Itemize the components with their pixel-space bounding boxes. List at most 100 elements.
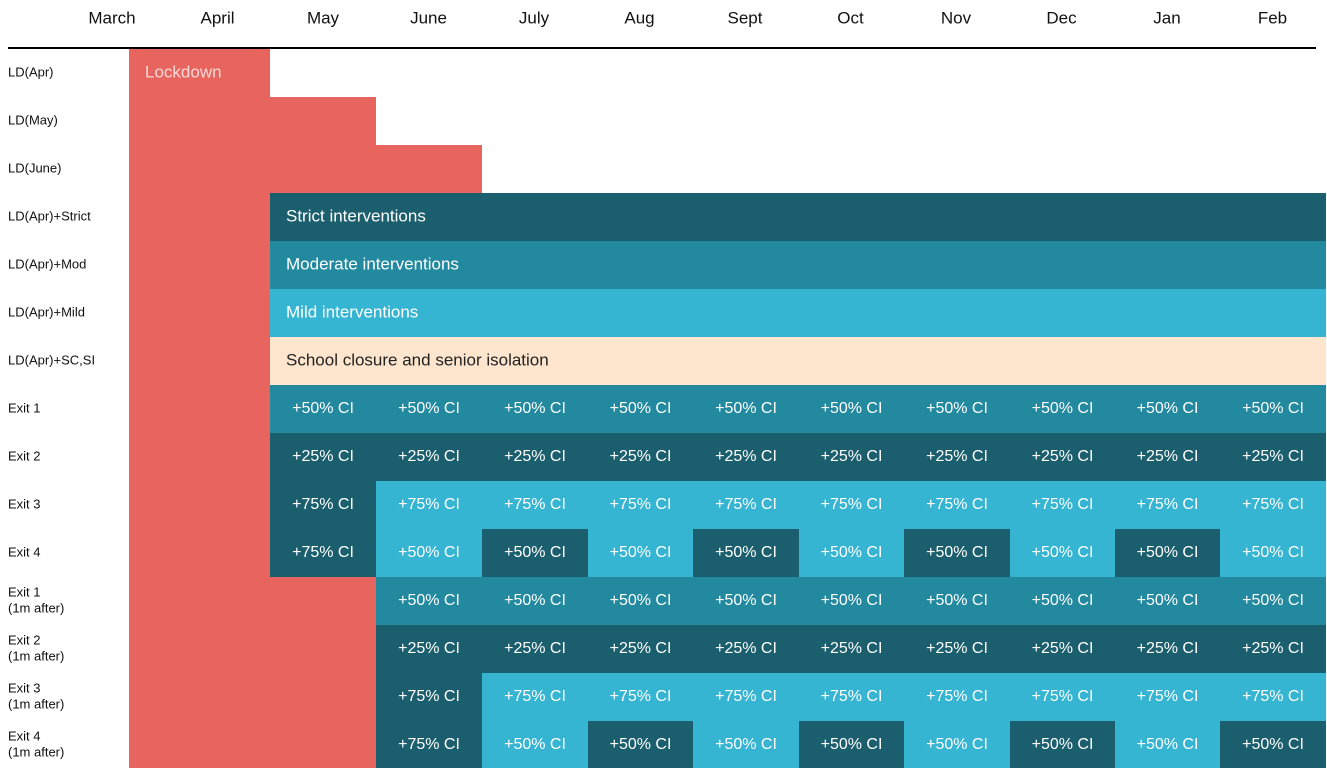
cell-label: +50% CI [610, 736, 672, 753]
cell-label: +25% CI [1242, 448, 1304, 465]
cell-label: +50% CI [926, 592, 988, 609]
cell-label: Mild interventions [286, 302, 418, 321]
cell [270, 385, 376, 433]
cell [693, 385, 799, 433]
cell [904, 529, 1010, 577]
cell [482, 673, 588, 721]
cell [693, 721, 799, 768]
cell [482, 481, 588, 529]
cell-label: +75% CI [504, 496, 566, 513]
cell [129, 673, 376, 722]
cell [799, 529, 904, 577]
cell-label: +75% CI [1242, 496, 1304, 513]
cell [1220, 625, 1326, 673]
cell-label: +75% CI [610, 496, 672, 513]
row-label: LD(Apr)+Strict [8, 208, 91, 223]
row-label: Exit 1 [8, 584, 41, 599]
cell-label: +50% CI [715, 736, 777, 753]
cell-label: +50% CI [1137, 400, 1199, 417]
cell [799, 481, 904, 529]
cell-label: +50% CI [1032, 592, 1094, 609]
cell [129, 241, 270, 290]
cell-label: +25% CI [1032, 640, 1094, 657]
cell [482, 721, 588, 768]
cell-label: +50% CI [821, 400, 883, 417]
cell-label: +25% CI [926, 448, 988, 465]
cell [588, 625, 693, 673]
row-label: Exit 3 [8, 496, 41, 511]
cell [799, 577, 904, 625]
cell-label: +50% CI [1137, 592, 1199, 609]
cell [376, 625, 482, 673]
cell-label: +25% CI [504, 448, 566, 465]
cell [1010, 481, 1115, 529]
cell [904, 721, 1010, 768]
cell [904, 577, 1010, 625]
cell-label: +75% CI [398, 736, 460, 753]
cell [1220, 673, 1326, 721]
cell [482, 529, 588, 577]
cell-label: +25% CI [504, 640, 566, 657]
cell-label: +50% CI [1032, 400, 1094, 417]
cell-label: +75% CI [926, 688, 988, 705]
cell-label: +50% CI [398, 544, 460, 561]
cell-label: +75% CI [292, 544, 354, 561]
cell [1010, 721, 1115, 768]
month-label: Aug [624, 8, 654, 27]
cell-label: +75% CI [1032, 688, 1094, 705]
cell [693, 673, 799, 721]
row-label: LD(Apr)+Mild [8, 304, 85, 319]
cell [376, 481, 482, 529]
cell-label: +75% CI [715, 688, 777, 705]
cell-label: +25% CI [715, 640, 777, 657]
cell-label: +75% CI [1242, 688, 1304, 705]
row-label: Exit 3 [8, 680, 41, 695]
cell [588, 577, 693, 625]
cell [693, 625, 799, 673]
cell [376, 433, 482, 481]
cell [799, 433, 904, 481]
row-sublabel: (1m after) [8, 696, 64, 711]
cell [270, 433, 376, 481]
cell [482, 577, 588, 625]
cell-label: +75% CI [715, 496, 777, 513]
cell [270, 337, 1326, 385]
cell [693, 481, 799, 529]
cell [270, 241, 1326, 289]
cell [693, 529, 799, 577]
cell [904, 385, 1010, 433]
cell [904, 433, 1010, 481]
cell [693, 433, 799, 481]
cell-label: +75% CI [610, 688, 672, 705]
cell-label: +25% CI [821, 640, 883, 657]
cell-label: +50% CI [292, 400, 354, 417]
cell-label: +50% CI [926, 544, 988, 561]
cell [693, 577, 799, 625]
month-label: Oct [837, 8, 864, 27]
cell [129, 481, 270, 530]
cell-label: +25% CI [821, 448, 883, 465]
cell [482, 385, 588, 433]
cell-label: +75% CI [926, 496, 988, 513]
cell-label: +25% CI [292, 448, 354, 465]
cell [1010, 529, 1115, 577]
cell-label: +25% CI [715, 448, 777, 465]
row-label: LD(Apr)+Mod [8, 256, 86, 271]
cell-label: +25% CI [1242, 640, 1304, 657]
cell-label: +50% CI [715, 544, 777, 561]
cell-label: +75% CI [398, 688, 460, 705]
row-label: Exit 4 [8, 544, 41, 559]
cell-label: +50% CI [1242, 592, 1304, 609]
cell [1010, 673, 1115, 721]
month-label: April [200, 8, 234, 27]
month-label: Dec [1046, 8, 1077, 27]
cell-label: +25% CI [610, 448, 672, 465]
cell [482, 433, 588, 481]
cell-label: +50% CI [1137, 544, 1199, 561]
month-label: July [519, 8, 550, 27]
cell-label: +50% CI [1242, 544, 1304, 561]
cell [1010, 625, 1115, 673]
cell [1115, 481, 1220, 529]
cell [1010, 385, 1115, 433]
